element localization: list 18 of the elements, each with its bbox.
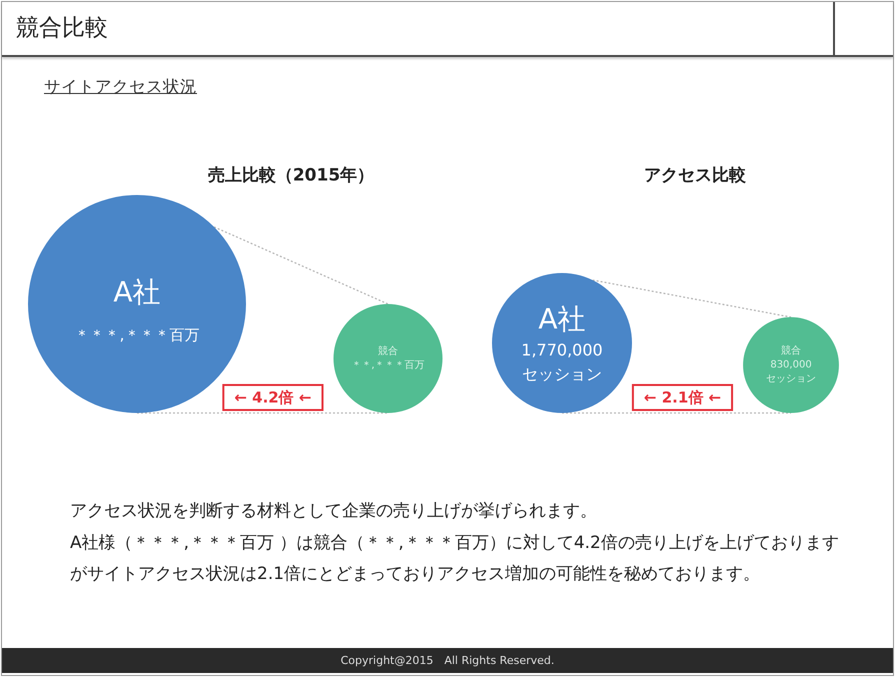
text: ＊＊＊,＊＊＊百万 xyxy=(74,326,200,344)
text: サイトアクセス状況 xyxy=(44,76,197,98)
data-label: 1,770,000 セッション xyxy=(521,340,603,384)
text: アクセス状況を判断する材料として企業の売り上げが挙げられます。 xyxy=(70,500,597,523)
text: ← 2.1倍 ← xyxy=(644,388,722,406)
data-label: 830,000 セッション xyxy=(766,360,816,385)
category-label: 競合 xyxy=(378,345,398,357)
text: アクセス比較 xyxy=(644,166,747,186)
text: ← 4.2倍 ← xyxy=(234,388,312,406)
text: Copyright@2015 All Rights Reserved. xyxy=(2,648,893,673)
text: 競合比較 xyxy=(16,14,108,43)
category-label: A社 xyxy=(538,302,586,336)
text: A社様（＊＊＊,＊＊＊百万 ）は競合（＊＊,＊＊＊百万）に対して4.2倍の売り上げを上げております xyxy=(70,532,839,554)
category-label: 競合 xyxy=(781,344,801,357)
text: ＊＊,＊＊＊百万 xyxy=(351,360,425,371)
text: 売上比較（2015年） xyxy=(208,166,374,186)
category-label: A社 xyxy=(113,276,161,308)
text: がサイトアクセス状況は2.1倍にとどまっておりアクセス増加の可能性を秘めております。 xyxy=(70,563,760,586)
